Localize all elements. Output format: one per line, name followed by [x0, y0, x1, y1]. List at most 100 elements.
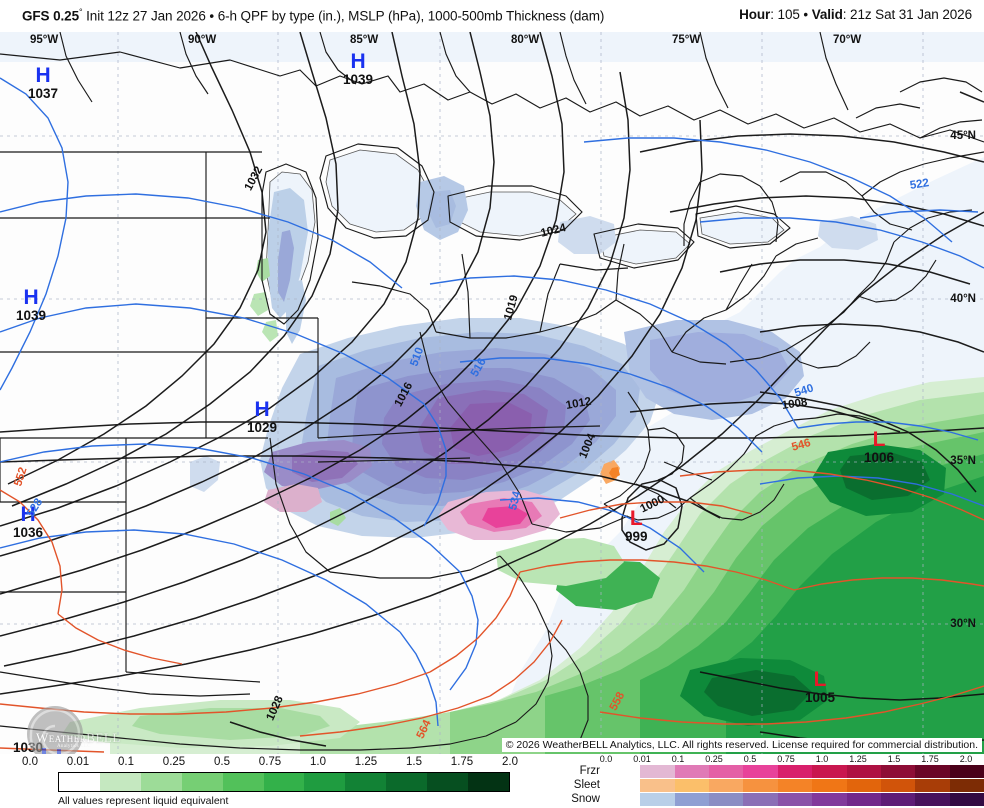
color-swatch	[386, 773, 428, 791]
color-swatch	[777, 765, 813, 778]
rain-tick: 0.25	[162, 756, 186, 768]
color-swatch	[812, 765, 847, 778]
rain-tick: 0.5	[214, 756, 230, 768]
watermark-subtext: Analytics LLC	[57, 744, 91, 749]
color-swatch	[674, 779, 710, 792]
high-value: 1039	[16, 308, 47, 323]
ptype-tick: 0.1	[671, 754, 685, 764]
low-symbol: L	[872, 428, 886, 451]
watermark-spiral-icon	[27, 706, 83, 754]
ptype-tick: 1.75	[921, 754, 939, 764]
color-swatch	[640, 779, 675, 792]
pressure-center-high: H 1029	[247, 399, 278, 435]
color-swatch	[846, 765, 881, 778]
color-swatch	[743, 779, 778, 792]
thickness-contours-cold	[0, 77, 984, 727]
rain-tick: 1.25	[354, 756, 378, 768]
color-swatch	[674, 793, 710, 806]
color-swatch	[812, 779, 847, 792]
rain-tick: 0.0	[22, 756, 38, 768]
map-canvas[interactable]: 95°W 90°W 85°W 80°W 75°W 70°W 45°N 40°N …	[0, 32, 984, 754]
ptype-tick: 2.0	[959, 754, 973, 764]
color-swatch	[468, 773, 509, 791]
map-graphics	[0, 32, 984, 754]
valid-label: Valid	[811, 7, 843, 22]
qpf-snow-shading	[190, 176, 878, 538]
color-swatch	[59, 773, 100, 791]
liquid-equivalent-note: All values represent liquid equivalent	[58, 795, 229, 807]
qpf-sleet-shading	[600, 460, 620, 484]
color-swatch	[709, 765, 744, 778]
color-swatch	[304, 773, 346, 791]
ptype-tick: 1.25	[849, 754, 867, 764]
ptype-tick: 0.25	[705, 754, 723, 764]
color-swatch	[880, 779, 916, 792]
rain-tick: 0.1	[118, 756, 134, 768]
ptype-tick: 0.01	[633, 754, 651, 764]
watermark-text: WeatherBELL	[36, 730, 121, 745]
color-swatch	[606, 779, 641, 792]
model-name: GFS 0.25	[22, 8, 79, 24]
color-swatch	[640, 765, 675, 778]
lat-label: 45°N	[950, 130, 976, 142]
freezing-rain-colorbar[interactable]	[606, 765, 984, 778]
rain-colorbar[interactable]	[58, 772, 510, 792]
color-swatch	[949, 793, 984, 806]
header-separator-2: •	[803, 7, 809, 22]
color-swatch	[606, 765, 641, 778]
valid-value: 21z Sat 31 Jan 2026	[850, 7, 972, 22]
color-swatch	[263, 773, 305, 791]
mslp-isobars	[0, 32, 984, 747]
header-bar: GFS 0.25° Init 12z 27 Jan 2026 • 6-h QPF…	[0, 0, 984, 32]
high-symbol: H	[20, 503, 36, 526]
ptype-tick: 1.0	[815, 754, 829, 764]
rain-tick: 2.0	[502, 756, 518, 768]
field-description: 6-h QPF by type (in.), MSLP (hPa), 1000-…	[217, 8, 605, 24]
qpf-freezing-rain-shading	[264, 484, 560, 540]
weatherbell-watermark: WeatherBELL Analytics LLC	[10, 704, 150, 754]
low-symbol: L	[813, 668, 827, 691]
rain-tick: 1.75	[450, 756, 474, 768]
lon-label: 85°W	[350, 34, 379, 46]
high-symbol: H	[350, 50, 366, 73]
ptype-tick: 0.5	[743, 754, 757, 764]
low-value: 1006	[864, 450, 895, 465]
ptype-tick: 1.5	[887, 754, 901, 764]
color-swatch	[222, 773, 264, 791]
degree-symbol: °	[78, 7, 83, 17]
color-swatch	[606, 793, 641, 806]
ptype-tick: 0.75	[777, 754, 795, 764]
color-swatch	[777, 793, 813, 806]
pressure-center-high: H 1036	[13, 503, 43, 540]
high-symbol: H	[35, 64, 51, 87]
color-swatch	[880, 793, 916, 806]
color-swatch	[949, 765, 984, 778]
ptype-label-sleet: Sleet	[573, 779, 600, 791]
color-swatch	[915, 765, 950, 778]
header-left: GFS 0.25° Init 12z 27 Jan 2026 • 6-h QPF…	[22, 7, 604, 24]
ptype-label-snow: Snow	[571, 793, 600, 805]
ptype-label-frzr: Frzr	[579, 765, 600, 777]
lon-label: 70°W	[833, 34, 862, 46]
high-value: 1039	[343, 72, 374, 87]
legend-bar: 0.0 0.01 0.1 0.25 0.5 0.75 1.0 1.25 1.5 …	[0, 754, 984, 808]
color-swatch	[181, 773, 223, 791]
color-swatch	[915, 793, 950, 806]
color-swatch	[915, 779, 950, 792]
sleet-colorbar[interactable]	[606, 779, 984, 792]
color-swatch	[777, 779, 813, 792]
lat-label: 40°N	[950, 293, 976, 305]
pressure-center-high: H 1039	[343, 50, 374, 87]
color-swatch	[140, 773, 182, 791]
pressure-center-high: H 1039	[16, 287, 47, 323]
color-swatch	[640, 793, 675, 806]
init-time: Init 12z 27 Jan 2026	[86, 8, 206, 24]
low-value: 999	[625, 529, 648, 544]
header-separator-1: •	[209, 8, 215, 24]
color-swatch	[674, 765, 710, 778]
snow-colorbar[interactable]	[606, 793, 984, 806]
pressure-center-low: L 1006	[864, 428, 895, 465]
lat-label: 30°N	[950, 618, 976, 630]
color-swatch	[345, 773, 387, 791]
high-value: 1029	[247, 420, 278, 435]
